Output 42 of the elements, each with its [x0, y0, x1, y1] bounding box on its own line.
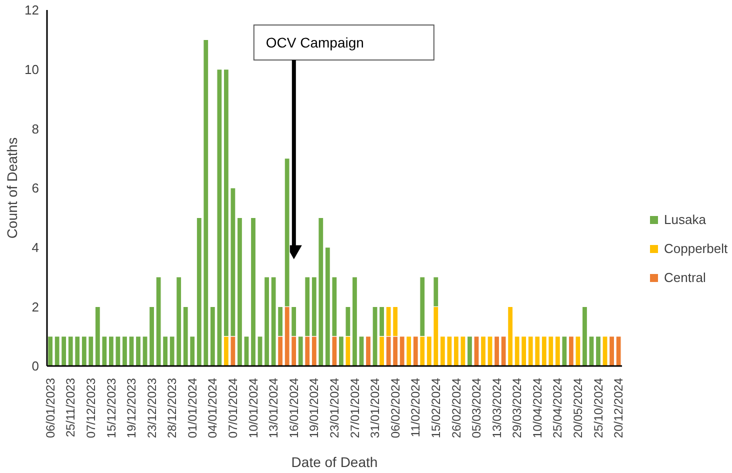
x-tick-label: 25/11/2023: [64, 378, 78, 438]
x-tick-label: 15/02/2024: [428, 378, 443, 438]
x-tick-label: 06/02/2024: [388, 378, 402, 438]
x-tick-label: 11/02/2024: [408, 378, 423, 438]
x-tick-label: 13/03/2024: [490, 378, 504, 438]
x-tick-label: 10/04/2024: [530, 378, 544, 438]
y-tick-label: 2: [32, 299, 39, 314]
x-tick-label: 26/02/2024: [449, 378, 464, 438]
x-tick-label: 19/01/2024: [307, 378, 322, 438]
x-tick-label: 20/05/2024: [571, 378, 586, 438]
x-axis-title: Date of Death: [291, 454, 378, 470]
y-tick-label: 6: [32, 180, 39, 196]
x-tick-label: 19/12/2023: [124, 378, 139, 438]
x-tick-label: 01/01/2024: [185, 378, 200, 438]
x-tick-label: 27/01/2024: [348, 378, 362, 438]
y-tick-label: 8: [32, 121, 39, 136]
y-tick-label: 0: [32, 358, 39, 374]
x-tick-label: 05/03/2024: [470, 378, 484, 438]
x-tick-label: 31/01/2024: [368, 378, 382, 438]
x-tick-label: 13/01/2024: [266, 378, 281, 438]
x-tick-label: 25/10/2024: [591, 378, 606, 438]
x-tick-label: 25/04/2024: [550, 378, 565, 438]
x-tick-label: 15/12/2023: [104, 378, 118, 438]
x-tick-label: 23/12/2023: [144, 378, 159, 438]
x-tick-label: 06/01/2023: [43, 378, 58, 438]
y-axis-title: Count of Deaths: [4, 137, 20, 239]
x-tick-label: 16/01/2024: [286, 378, 301, 438]
legend-label: Copperbelt: [664, 241, 728, 256]
x-tick-label: 10/01/2024: [246, 378, 260, 438]
legend-label: Lusaka: [664, 212, 706, 227]
annotation: OCV Campaign: [266, 34, 364, 50]
legend-label: Central: [664, 270, 706, 285]
x-tick-label: 04/01/2024: [206, 378, 220, 438]
x-tick-label: 28/12/2023: [165, 378, 180, 438]
y-tick-label: 4: [32, 240, 39, 255]
x-tick-label: 07/01/2024: [226, 378, 240, 438]
y-tick-label: 10: [24, 62, 39, 77]
x-tick-label: 07/12/2023: [84, 378, 98, 438]
x-tick-label: 23/01/2024: [328, 378, 342, 438]
x-tick-label: 29/03/2024: [510, 378, 524, 438]
x-tick-label: 20/12/2024: [612, 378, 626, 438]
y-tick-label: 12: [24, 2, 39, 18]
